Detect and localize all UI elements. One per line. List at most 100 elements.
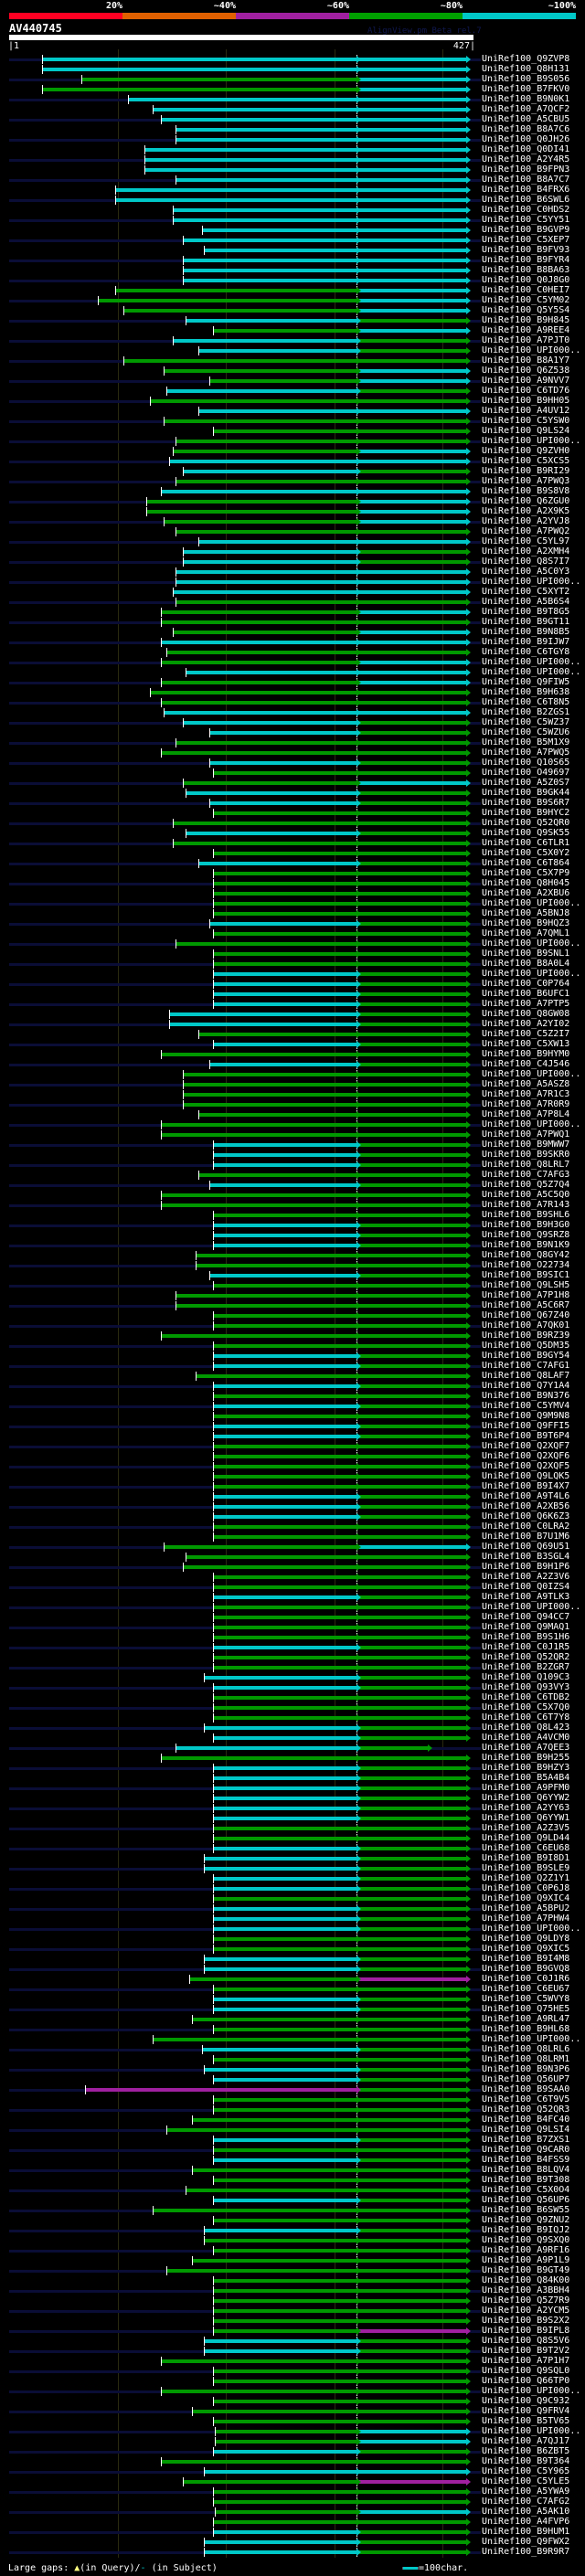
hit-label[interactable]: UniRef100_Q67Z40: [482, 1310, 570, 1320]
hit-label[interactable]: UniRef100_A2Z3V6: [482, 1572, 570, 1582]
hit-label[interactable]: UniRef100_Q93VY3: [482, 1682, 570, 1692]
hit-label[interactable]: UniRef100_C6T9V5: [482, 2094, 570, 2104]
hit-label[interactable]: UniRef100_Q6YYW1: [482, 1813, 570, 1823]
hit-label[interactable]: UniRef100_C5WVY8: [482, 1994, 570, 2004]
hit-row[interactable]: UniRef100_C0HDS2: [0, 205, 585, 216]
hit-label[interactable]: UniRef100_UPI000..: [482, 2386, 581, 2396]
hit-row[interactable]: UniRef100_B6ZBT5: [0, 2446, 585, 2457]
hit-row[interactable]: UniRef100_C0P6J8: [0, 1883, 585, 1894]
hit-row[interactable]: UniRef100_C5XEP7: [0, 235, 585, 246]
hit-label[interactable]: UniRef100_Q6YYW2: [482, 1793, 570, 1803]
hit-label[interactable]: UniRef100_B8A7C7: [482, 175, 570, 185]
hit-row[interactable]: UniRef100_B9GVP9: [0, 225, 585, 236]
hit-row[interactable]: UniRef100_A2XBU6: [0, 888, 585, 899]
hit-label[interactable]: UniRef100_UPI000..: [482, 436, 581, 446]
hit-row[interactable]: UniRef100_C6TDB2: [0, 1692, 585, 1703]
hit-row[interactable]: UniRef100_Q5Y5S4: [0, 305, 585, 316]
hit-row[interactable]: UniRef100_UPI000..: [0, 938, 585, 949]
hit-row[interactable]: UniRef100_B9T364: [0, 2456, 585, 2467]
hit-row[interactable]: UniRef100_B4FSS9: [0, 2155, 585, 2166]
hit-label[interactable]: UniRef100_Q8L423: [482, 1723, 570, 1733]
hit-label[interactable]: UniRef100_Q6K6Z3: [482, 1511, 570, 1521]
hit-label[interactable]: UniRef100_Q66TP0: [482, 2376, 570, 2386]
hit-row[interactable]: UniRef100_Q8LAF7: [0, 1371, 585, 1382]
hit-label[interactable]: UniRef100_B9H845: [482, 315, 570, 325]
hit-row[interactable]: UniRef100_A7QML1: [0, 928, 585, 939]
hit-row[interactable]: UniRef100_C5X0Y2: [0, 848, 585, 859]
hit-label[interactable]: UniRef100_B9T6P4: [482, 1431, 570, 1441]
hit-label[interactable]: UniRef100_C6T864: [482, 858, 570, 868]
hit-row[interactable]: UniRef100_C6T8N5: [0, 697, 585, 708]
hit-label[interactable]: UniRef100_B4FC40: [482, 2115, 570, 2125]
hit-label[interactable]: UniRef100_C5WZU6: [482, 727, 570, 737]
hit-label[interactable]: UniRef100_C5YL97: [482, 536, 570, 546]
hit-row[interactable]: UniRef100_A2YI02: [0, 1019, 585, 1030]
hit-label[interactable]: UniRef100_B6UFC1: [482, 989, 570, 999]
hit-row[interactable]: UniRef100_B6SWL6: [0, 195, 585, 206]
hit-row[interactable]: UniRef100_A4VCM0: [0, 1733, 585, 1744]
hit-label[interactable]: UniRef100_B9MWW7: [482, 1140, 570, 1150]
hit-label[interactable]: UniRef100_Q9MAQ1: [482, 1622, 570, 1632]
hit-label[interactable]: UniRef100_Q8GY42: [482, 1250, 570, 1260]
hit-label[interactable]: UniRef100_Q9SXQ0: [482, 2235, 570, 2245]
hit-row[interactable]: UniRef100_C0HEI7: [0, 285, 585, 296]
hit-label[interactable]: UniRef100_B9T364: [482, 2456, 570, 2466]
hit-row[interactable]: UniRef100_B9H3G0: [0, 1220, 585, 1231]
hit-label[interactable]: UniRef100_Q9FIW5: [482, 677, 570, 687]
hit-row[interactable]: UniRef100_B9N376: [0, 1391, 585, 1402]
hit-label[interactable]: UniRef100_A5BNJ8: [482, 908, 570, 918]
hit-row[interactable]: UniRef100_Q0DI41: [0, 144, 585, 155]
hit-label[interactable]: UniRef100_UPI000..: [482, 345, 581, 355]
hit-label[interactable]: UniRef100_A7QCF2: [482, 104, 570, 114]
hit-label[interactable]: UniRef100_Q56UP6: [482, 2195, 570, 2205]
hit-label[interactable]: UniRef100_O49697: [482, 768, 570, 778]
hit-label[interactable]: UniRef100_A7PHW4: [482, 1913, 570, 1924]
hit-row[interactable]: UniRef100_C5XYT2: [0, 587, 585, 598]
hit-label[interactable]: UniRef100_A2Z3V5: [482, 1823, 570, 1833]
hit-label[interactable]: UniRef100_B9GVP9: [482, 225, 570, 235]
hit-label[interactable]: UniRef100_A9RF16: [482, 2245, 570, 2255]
hit-row[interactable]: UniRef100_Q8S5V6: [0, 2336, 585, 2347]
hit-label[interactable]: UniRef100_B9HH05: [482, 396, 570, 406]
hit-row[interactable]: UniRef100_B9HUM1: [0, 2527, 585, 2538]
hit-row[interactable]: UniRef100_A5B6S4: [0, 597, 585, 608]
hit-row[interactable]: UniRef100_B3SGL4: [0, 1552, 585, 1563]
hit-label[interactable]: UniRef100_Q84K00: [482, 2275, 570, 2285]
hit-label[interactable]: UniRef100_B8A0L4: [482, 959, 570, 969]
hit-row[interactable]: UniRef100_Q2XQF5: [0, 1461, 585, 1472]
hit-label[interactable]: UniRef100_B9HYC2: [482, 808, 570, 818]
hit-row[interactable]: UniRef100_C0LRA2: [0, 1521, 585, 1532]
hit-label[interactable]: UniRef100_B9FV93: [482, 245, 570, 255]
hit-row[interactable]: UniRef100_Q9XIC5: [0, 1944, 585, 1955]
hit-row[interactable]: UniRef100_Q10S65: [0, 758, 585, 769]
hit-row[interactable]: UniRef100_Q84K00: [0, 2275, 585, 2286]
hit-row[interactable]: UniRef100_A7QCF2: [0, 104, 585, 115]
hit-label[interactable]: UniRef100_A9TLK3: [482, 1592, 570, 1602]
hit-row[interactable]: UniRef100_A9RF16: [0, 2245, 585, 2256]
hit-label[interactable]: UniRef100_C6TD76: [482, 386, 570, 396]
hit-row[interactable]: UniRef100_B9IJW7: [0, 637, 585, 648]
hit-row[interactable]: UniRef100_UPI000..: [0, 2426, 585, 2437]
hit-label[interactable]: UniRef100_A9RL47: [482, 2014, 570, 2024]
hit-row[interactable]: UniRef100_C0P764: [0, 979, 585, 990]
hit-row[interactable]: UniRef100_C5YM02: [0, 295, 585, 306]
hit-label[interactable]: UniRef100_A5Z0S7: [482, 778, 570, 788]
hit-label[interactable]: UniRef100_A9T4L6: [482, 1491, 570, 1501]
hit-label[interactable]: UniRef100_B9N0K1: [482, 94, 570, 104]
hit-label[interactable]: UniRef100_Q69U51: [482, 1542, 570, 1552]
hit-label[interactable]: UniRef100_Q6Z538: [482, 366, 570, 376]
hit-row[interactable]: UniRef100_A7QK01: [0, 1320, 585, 1331]
hit-label[interactable]: UniRef100_A5CBU5: [482, 114, 570, 124]
hit-row[interactable]: UniRef100_Q56UP6: [0, 2195, 585, 2206]
hit-row[interactable]: UniRef100_Q9SRZ8: [0, 1230, 585, 1241]
hit-label[interactable]: UniRef100_A5YWA9: [482, 2486, 570, 2496]
hit-label[interactable]: UniRef100_A5C5Q0: [482, 1190, 570, 1200]
hit-label[interactable]: UniRef100_C0J1R5: [482, 1642, 570, 1652]
hit-label[interactable]: UniRef100_Q0JH26: [482, 134, 570, 144]
hit-row[interactable]: UniRef100_Q9LSI4: [0, 2125, 585, 2136]
hit-label[interactable]: UniRef100_A7PTP5: [482, 999, 570, 1009]
hit-label[interactable]: UniRef100_B9GK44: [482, 788, 570, 798]
hit-label[interactable]: UniRef100_B6SWL6: [482, 195, 570, 205]
hit-row[interactable]: UniRef100_Q66TP0: [0, 2376, 585, 2387]
hit-label[interactable]: UniRef100_B4FSS9: [482, 2155, 570, 2165]
